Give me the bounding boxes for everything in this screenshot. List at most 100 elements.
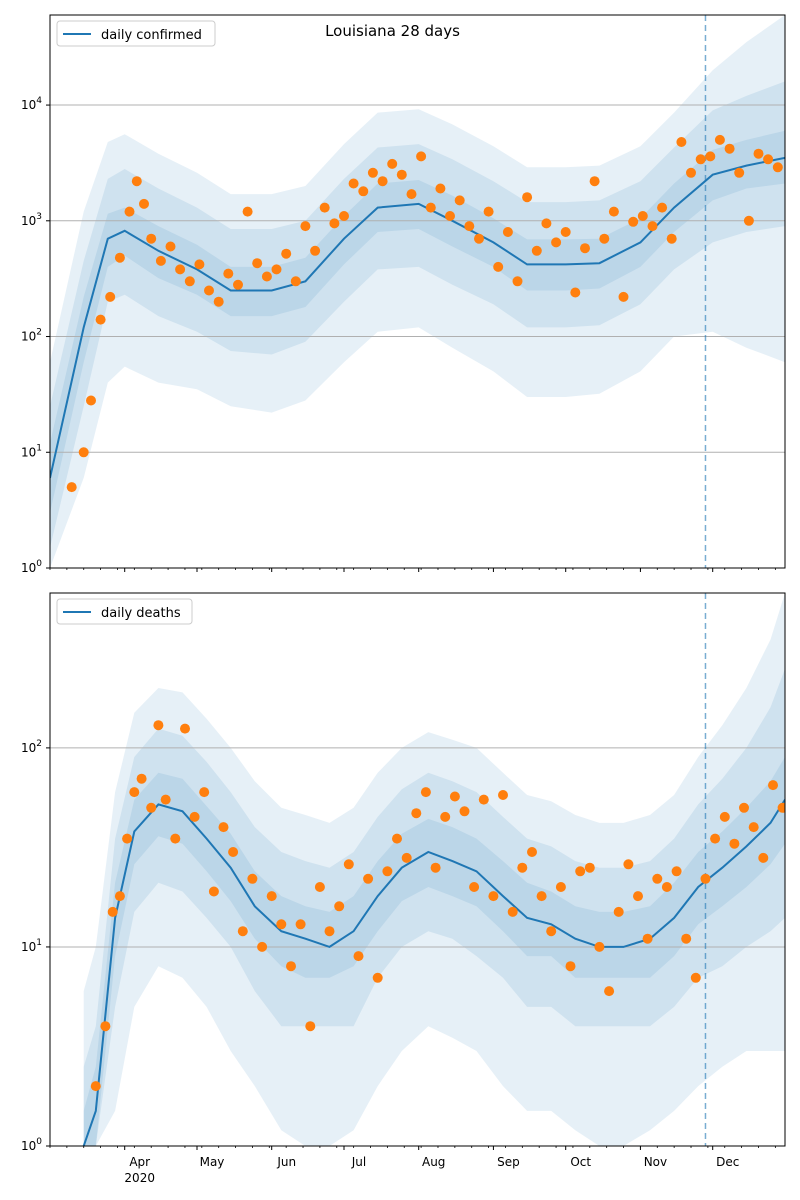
y-tick-exponent: 1 (36, 443, 42, 453)
y-tick-exponent: 4 (36, 96, 42, 106)
data-point (555, 882, 566, 892)
data-point (100, 1021, 111, 1032)
data-point (623, 859, 634, 870)
data-point (372, 972, 383, 983)
data-point (204, 285, 214, 296)
data-point (642, 933, 653, 944)
data-point (358, 186, 369, 197)
data-point (705, 151, 716, 162)
y-tick-exponent: 1 (36, 938, 42, 948)
uncertainty-band-inner (50, 130, 785, 513)
x-tick-label: Sep (497, 1155, 520, 1169)
data-point (536, 891, 547, 902)
data-point (560, 227, 571, 237)
y-tick-label: 102 (21, 328, 42, 344)
data-point (129, 787, 140, 798)
data-point (435, 183, 446, 194)
data-point (218, 822, 229, 833)
uncertainty-band-outer (50, 15, 785, 568)
data-point (474, 233, 484, 244)
data-point (281, 248, 292, 259)
axes-frame (49, 592, 786, 1147)
data-point (618, 291, 629, 302)
data-point (459, 806, 470, 817)
data-point (348, 178, 359, 189)
data-point (233, 279, 243, 290)
data-point (257, 941, 268, 952)
data-point (584, 862, 595, 873)
data-point (454, 195, 465, 206)
x-tick-label: Jul (351, 1155, 366, 1169)
y-tick-label: 100 (21, 559, 42, 575)
data-point (445, 211, 455, 221)
data-point (329, 218, 340, 229)
y-tick-base: 10 (21, 330, 36, 344)
data-point (160, 794, 171, 805)
data-point (343, 859, 354, 870)
data-point (165, 241, 176, 252)
y-tick-label: 101 (21, 938, 42, 954)
data-point (507, 906, 518, 917)
y-tick-base: 10 (21, 445, 36, 459)
data-point (608, 206, 619, 217)
x-tick-label: Oct (570, 1155, 591, 1169)
y-tick-base: 10 (21, 98, 36, 112)
data-point (666, 233, 677, 244)
data-point (710, 833, 721, 844)
y-tick-label: 103 (21, 212, 42, 228)
data-point (353, 951, 364, 962)
data-point (401, 852, 412, 863)
data-point (613, 906, 624, 917)
data-point (729, 838, 740, 849)
data-point (652, 873, 663, 884)
data-point (286, 961, 296, 972)
data-point (628, 216, 639, 227)
y-tick-base: 10 (21, 940, 36, 954)
data-point (242, 206, 253, 217)
data-point (363, 873, 374, 884)
data-point (604, 986, 615, 997)
data-point (276, 919, 287, 930)
y-tick-label: 101 (21, 443, 42, 459)
legend-label: daily deaths (101, 606, 181, 621)
data-point (271, 264, 282, 275)
data-point (261, 271, 272, 282)
x-tick-label: May (200, 1155, 225, 1169)
data-point (686, 167, 696, 178)
data-point (580, 243, 590, 254)
plot-area (50, 593, 785, 1146)
data-point (748, 822, 759, 833)
data-point (488, 891, 499, 902)
data-point (416, 151, 427, 162)
data-point (95, 314, 106, 325)
data-point (522, 192, 533, 203)
data-point (107, 906, 118, 917)
data-point (153, 720, 164, 731)
data-point (657, 202, 668, 213)
uncertainty-band-middle (83, 668, 785, 1146)
data-point (777, 802, 785, 813)
y-tick-exponent: 3 (36, 212, 42, 222)
y-tick-exponent: 0 (36, 1137, 42, 1147)
data-point (772, 162, 783, 173)
y-tick-base: 10 (21, 214, 36, 228)
data-point (324, 926, 335, 937)
data-point (599, 233, 610, 244)
data-point (122, 833, 133, 844)
y-tick-exponent: 2 (36, 328, 42, 338)
data-point (131, 176, 142, 187)
y-tick-label: 100 (21, 1137, 42, 1153)
y-tick-exponent: 0 (36, 559, 42, 569)
data-point (512, 276, 523, 287)
data-point (676, 137, 687, 147)
data-point (411, 808, 422, 819)
data-point (546, 926, 557, 937)
data-point (310, 245, 321, 256)
data-point (155, 255, 166, 266)
x-tick-label: Jun (276, 1155, 296, 1169)
data-point (170, 833, 181, 844)
data-point (189, 811, 200, 822)
data-point (334, 901, 345, 912)
data-point (146, 802, 157, 813)
data-point (768, 780, 778, 791)
